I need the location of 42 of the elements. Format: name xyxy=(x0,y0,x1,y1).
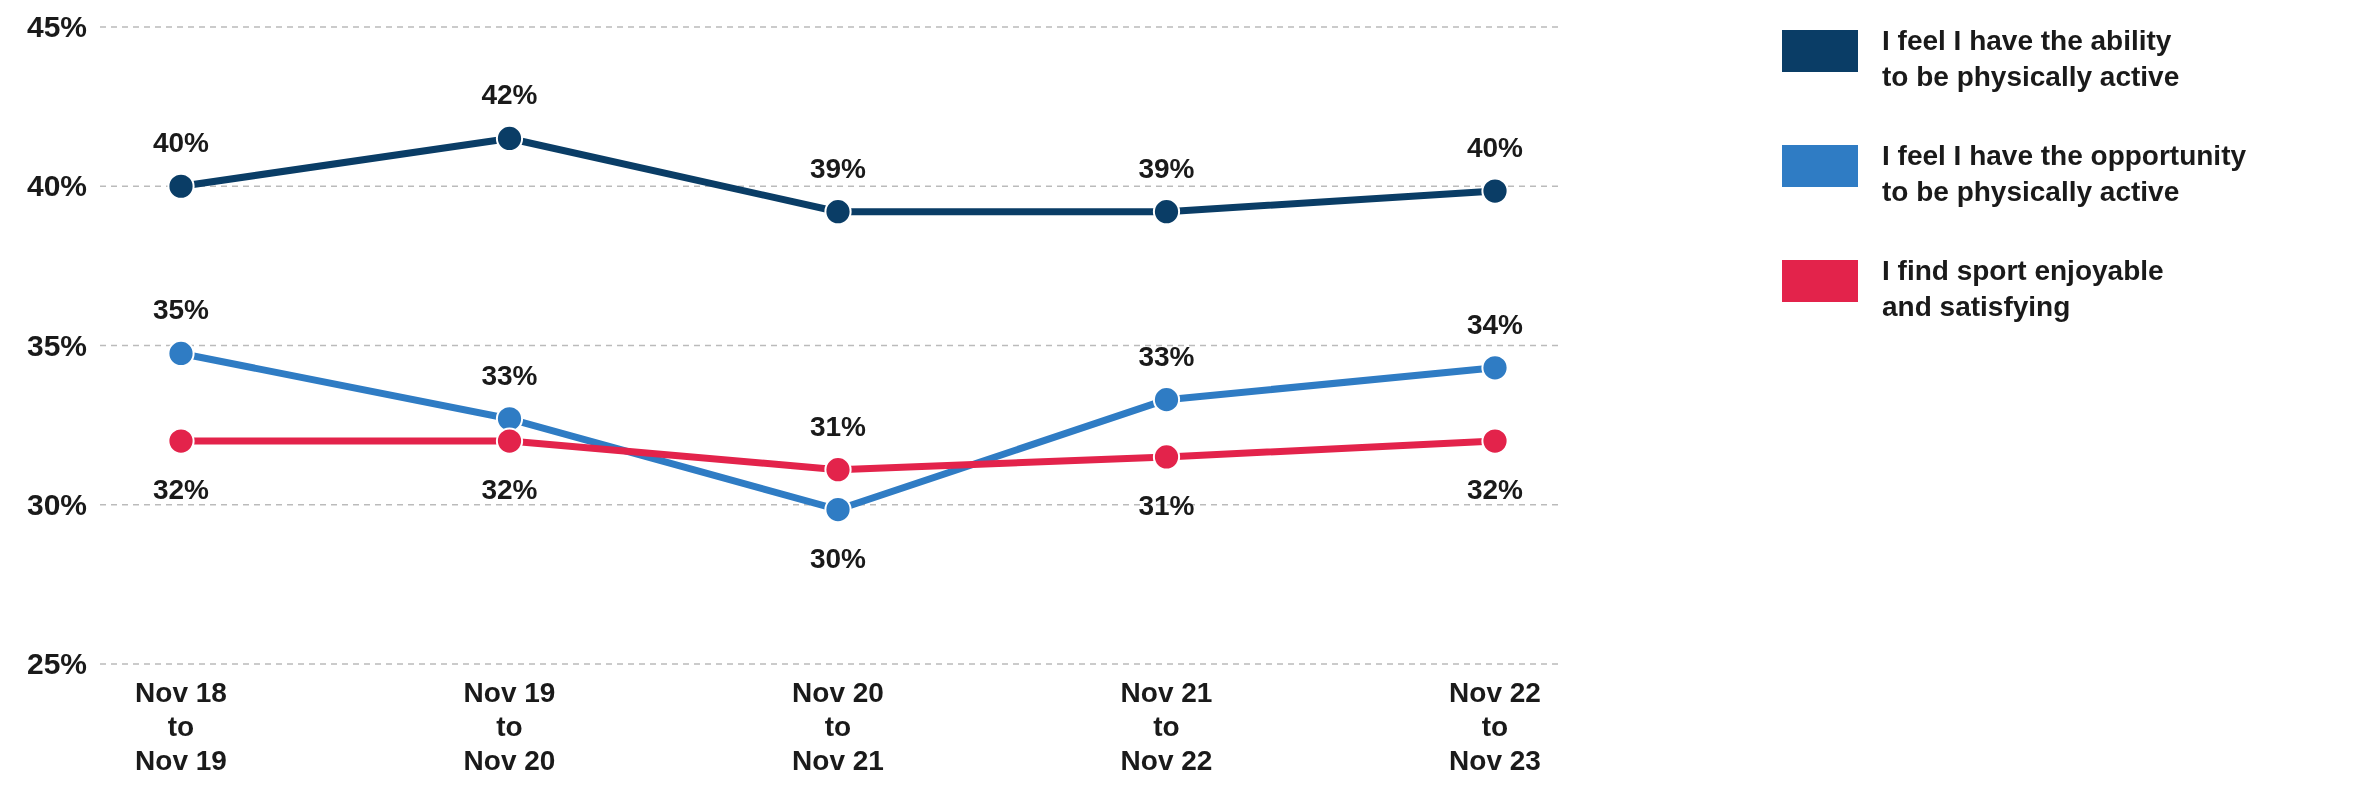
data-label: 39% xyxy=(809,152,867,184)
point xyxy=(167,339,195,368)
x-tick-label: Nov 21 to Nov 22 xyxy=(1120,677,1213,776)
y-tick-label: 40% xyxy=(26,169,87,203)
y-tick-label: 45% xyxy=(26,10,87,44)
y-tick-label: 35% xyxy=(26,328,87,362)
data-label: 30% xyxy=(809,542,867,574)
point xyxy=(167,427,195,455)
point xyxy=(1152,198,1181,226)
y-tick-label: 30% xyxy=(26,487,87,521)
data-label: 32% xyxy=(481,474,538,506)
point xyxy=(824,456,852,484)
data-label: 35% xyxy=(152,294,210,326)
data-label: 34% xyxy=(1466,308,1524,340)
x-tick-label: Nov 22 to Nov 23 xyxy=(1449,677,1541,776)
legend-label: I feel I have the ability to be physically active xyxy=(1882,25,2180,92)
point xyxy=(495,124,524,153)
data-label: 31% xyxy=(809,410,867,442)
point xyxy=(1481,354,1509,382)
data-label: 33% xyxy=(481,359,538,391)
legend-label: I find sport enjoyable and satisfying xyxy=(1882,255,2164,322)
point xyxy=(1481,427,1509,455)
point xyxy=(1152,443,1181,471)
data-label: 32% xyxy=(1466,474,1524,506)
point xyxy=(1481,177,1509,205)
data-label: 40% xyxy=(152,127,210,159)
point xyxy=(824,495,852,524)
data-label: 33% xyxy=(1138,340,1195,372)
y-tick-label: 25% xyxy=(26,647,87,681)
data-label: 42% xyxy=(481,79,538,111)
data-label: 31% xyxy=(1138,489,1195,521)
point xyxy=(1152,386,1181,414)
data-label: 32% xyxy=(152,474,210,506)
point xyxy=(167,172,195,200)
x-tick-label: Nov 18 to Nov 19 xyxy=(135,677,227,776)
x-tick-label: Nov 20 to Nov 21 xyxy=(792,677,884,776)
legend-label: I feel I have the opportunity to be physically active xyxy=(1882,140,2247,207)
data-label: 40% xyxy=(1466,132,1524,164)
data-label: 39% xyxy=(1138,152,1195,184)
x-tick-label: Nov 19 to Nov 20 xyxy=(463,677,556,776)
point xyxy=(495,427,524,455)
point xyxy=(824,198,852,226)
